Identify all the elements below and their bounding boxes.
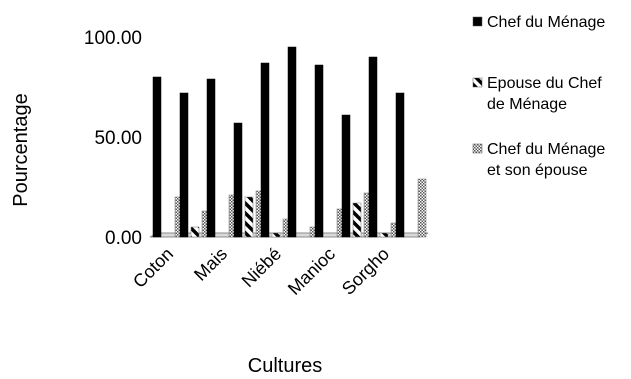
bar <box>244 196 254 238</box>
bar <box>341 114 351 238</box>
x-axis-title: Cultures <box>248 355 322 377</box>
bar <box>179 92 189 238</box>
y-tick-label: 100.00 <box>84 28 142 49</box>
legend-swatch <box>472 77 483 88</box>
bar <box>287 46 297 238</box>
bar <box>417 178 427 238</box>
legend-swatch <box>472 16 483 27</box>
legend-label: Chef du Ménage <box>487 14 605 31</box>
bar <box>206 78 216 238</box>
legend-label: Chef du Ménage et son épouse <box>487 141 605 179</box>
x-tick-label: Coton <box>129 244 177 292</box>
y-axis-title: Pourcentage <box>10 93 32 206</box>
x-tick-label: Mais <box>190 244 231 285</box>
legend-label: Epouse du Chef de Ménage <box>487 75 602 113</box>
x-tick-label: Sorgho <box>338 244 393 299</box>
bar <box>368 56 378 238</box>
bar <box>379 232 389 238</box>
x-tick-label: Niébé <box>238 244 285 291</box>
legend-swatch <box>472 143 483 154</box>
bar <box>352 202 362 238</box>
bar <box>152 76 162 238</box>
legend: Chef du Ménage Epouse du Chef de Ménage Che… <box>472 14 605 179</box>
y-tick-label: 0.00 <box>105 228 142 249</box>
bar <box>314 64 324 238</box>
bar <box>395 92 405 238</box>
y-tick-label: 50.00 <box>94 128 142 149</box>
bar <box>260 62 270 238</box>
x-tick-label: Manioc <box>284 244 339 299</box>
bar <box>271 232 281 238</box>
bar <box>190 226 200 238</box>
y-tick-labels: 0.00 50.00 100.00 <box>84 28 142 249</box>
bar <box>233 122 243 238</box>
bars <box>152 46 427 238</box>
